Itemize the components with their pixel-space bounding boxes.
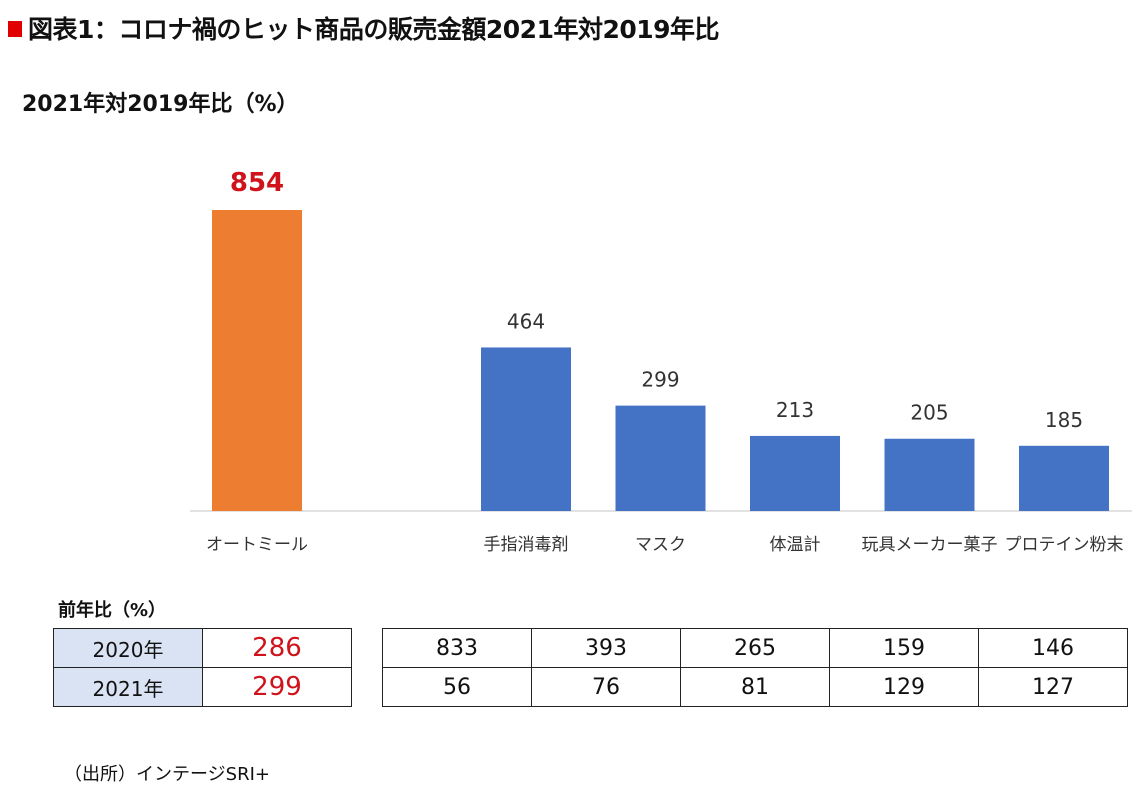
category-label: マスク [635, 535, 686, 555]
bar [884, 438, 975, 511]
figure-title-text: 図表1：コロナ禍のヒット商品の販売金額2021年対2019年比 [28, 15, 720, 44]
table-row: 56 76 81 129 127 [382, 667, 1128, 707]
table-others: 833 393 265 159 146 56 76 81 129 127 [382, 628, 1128, 707]
value-cell: 56 [382, 667, 532, 707]
data-label: 213 [776, 398, 814, 422]
value-cell: 265 [680, 628, 830, 668]
value-cell: 76 [531, 667, 681, 707]
value-cell: 81 [680, 667, 830, 707]
category-label: 手指消毒剤 [484, 535, 569, 555]
category-label: 体温計 [770, 535, 821, 555]
figure-title: 図表1：コロナ禍のヒット商品の販売金額2021年対2019年比 [8, 10, 720, 46]
value-cell: 129 [829, 667, 979, 707]
year-cell: 2020年 [53, 628, 203, 668]
value-cell: 833 [382, 628, 532, 668]
data-label: 185 [1045, 408, 1083, 432]
year-cell: 2021年 [53, 667, 203, 707]
bar [750, 435, 840, 511]
category-label: プロテイン粉末 [1005, 535, 1124, 555]
value-cell: 127 [978, 667, 1128, 707]
category-label: オートミール [206, 535, 308, 555]
bar-chart: 854 オートミール 464 手指消毒剤 299 マスク 213 体温計 205 玩具メーカー菓子… [190, 168, 1132, 555]
bar [481, 347, 571, 511]
value-cell: 286 [202, 628, 352, 668]
value-cell: 146 [978, 628, 1128, 668]
source-note: （出所）インテージSRI+ [64, 764, 270, 785]
bar [212, 210, 302, 511]
data-label: 299 [641, 368, 679, 392]
chart-title: 2021年対2019年比（%） [22, 92, 299, 117]
table-row: 2021年 299 [53, 667, 352, 707]
red-square-icon [8, 21, 22, 37]
value-cell: 159 [829, 628, 979, 668]
bar [615, 405, 706, 511]
table-row: 2020年 286 [53, 628, 352, 668]
bar [1019, 445, 1109, 511]
table-oatmeal: 2020年 286 2021年 299 [53, 628, 352, 707]
data-label: 205 [910, 401, 948, 425]
data-label: 854 [230, 168, 284, 198]
table-row: 833 393 265 159 146 [382, 628, 1128, 668]
value-cell: 299 [202, 667, 352, 707]
table-label: 前年比（%） [58, 600, 167, 621]
category-label: 玩具メーカー菓子 [862, 535, 998, 555]
data-label: 464 [507, 309, 545, 333]
value-cell: 393 [531, 628, 681, 668]
